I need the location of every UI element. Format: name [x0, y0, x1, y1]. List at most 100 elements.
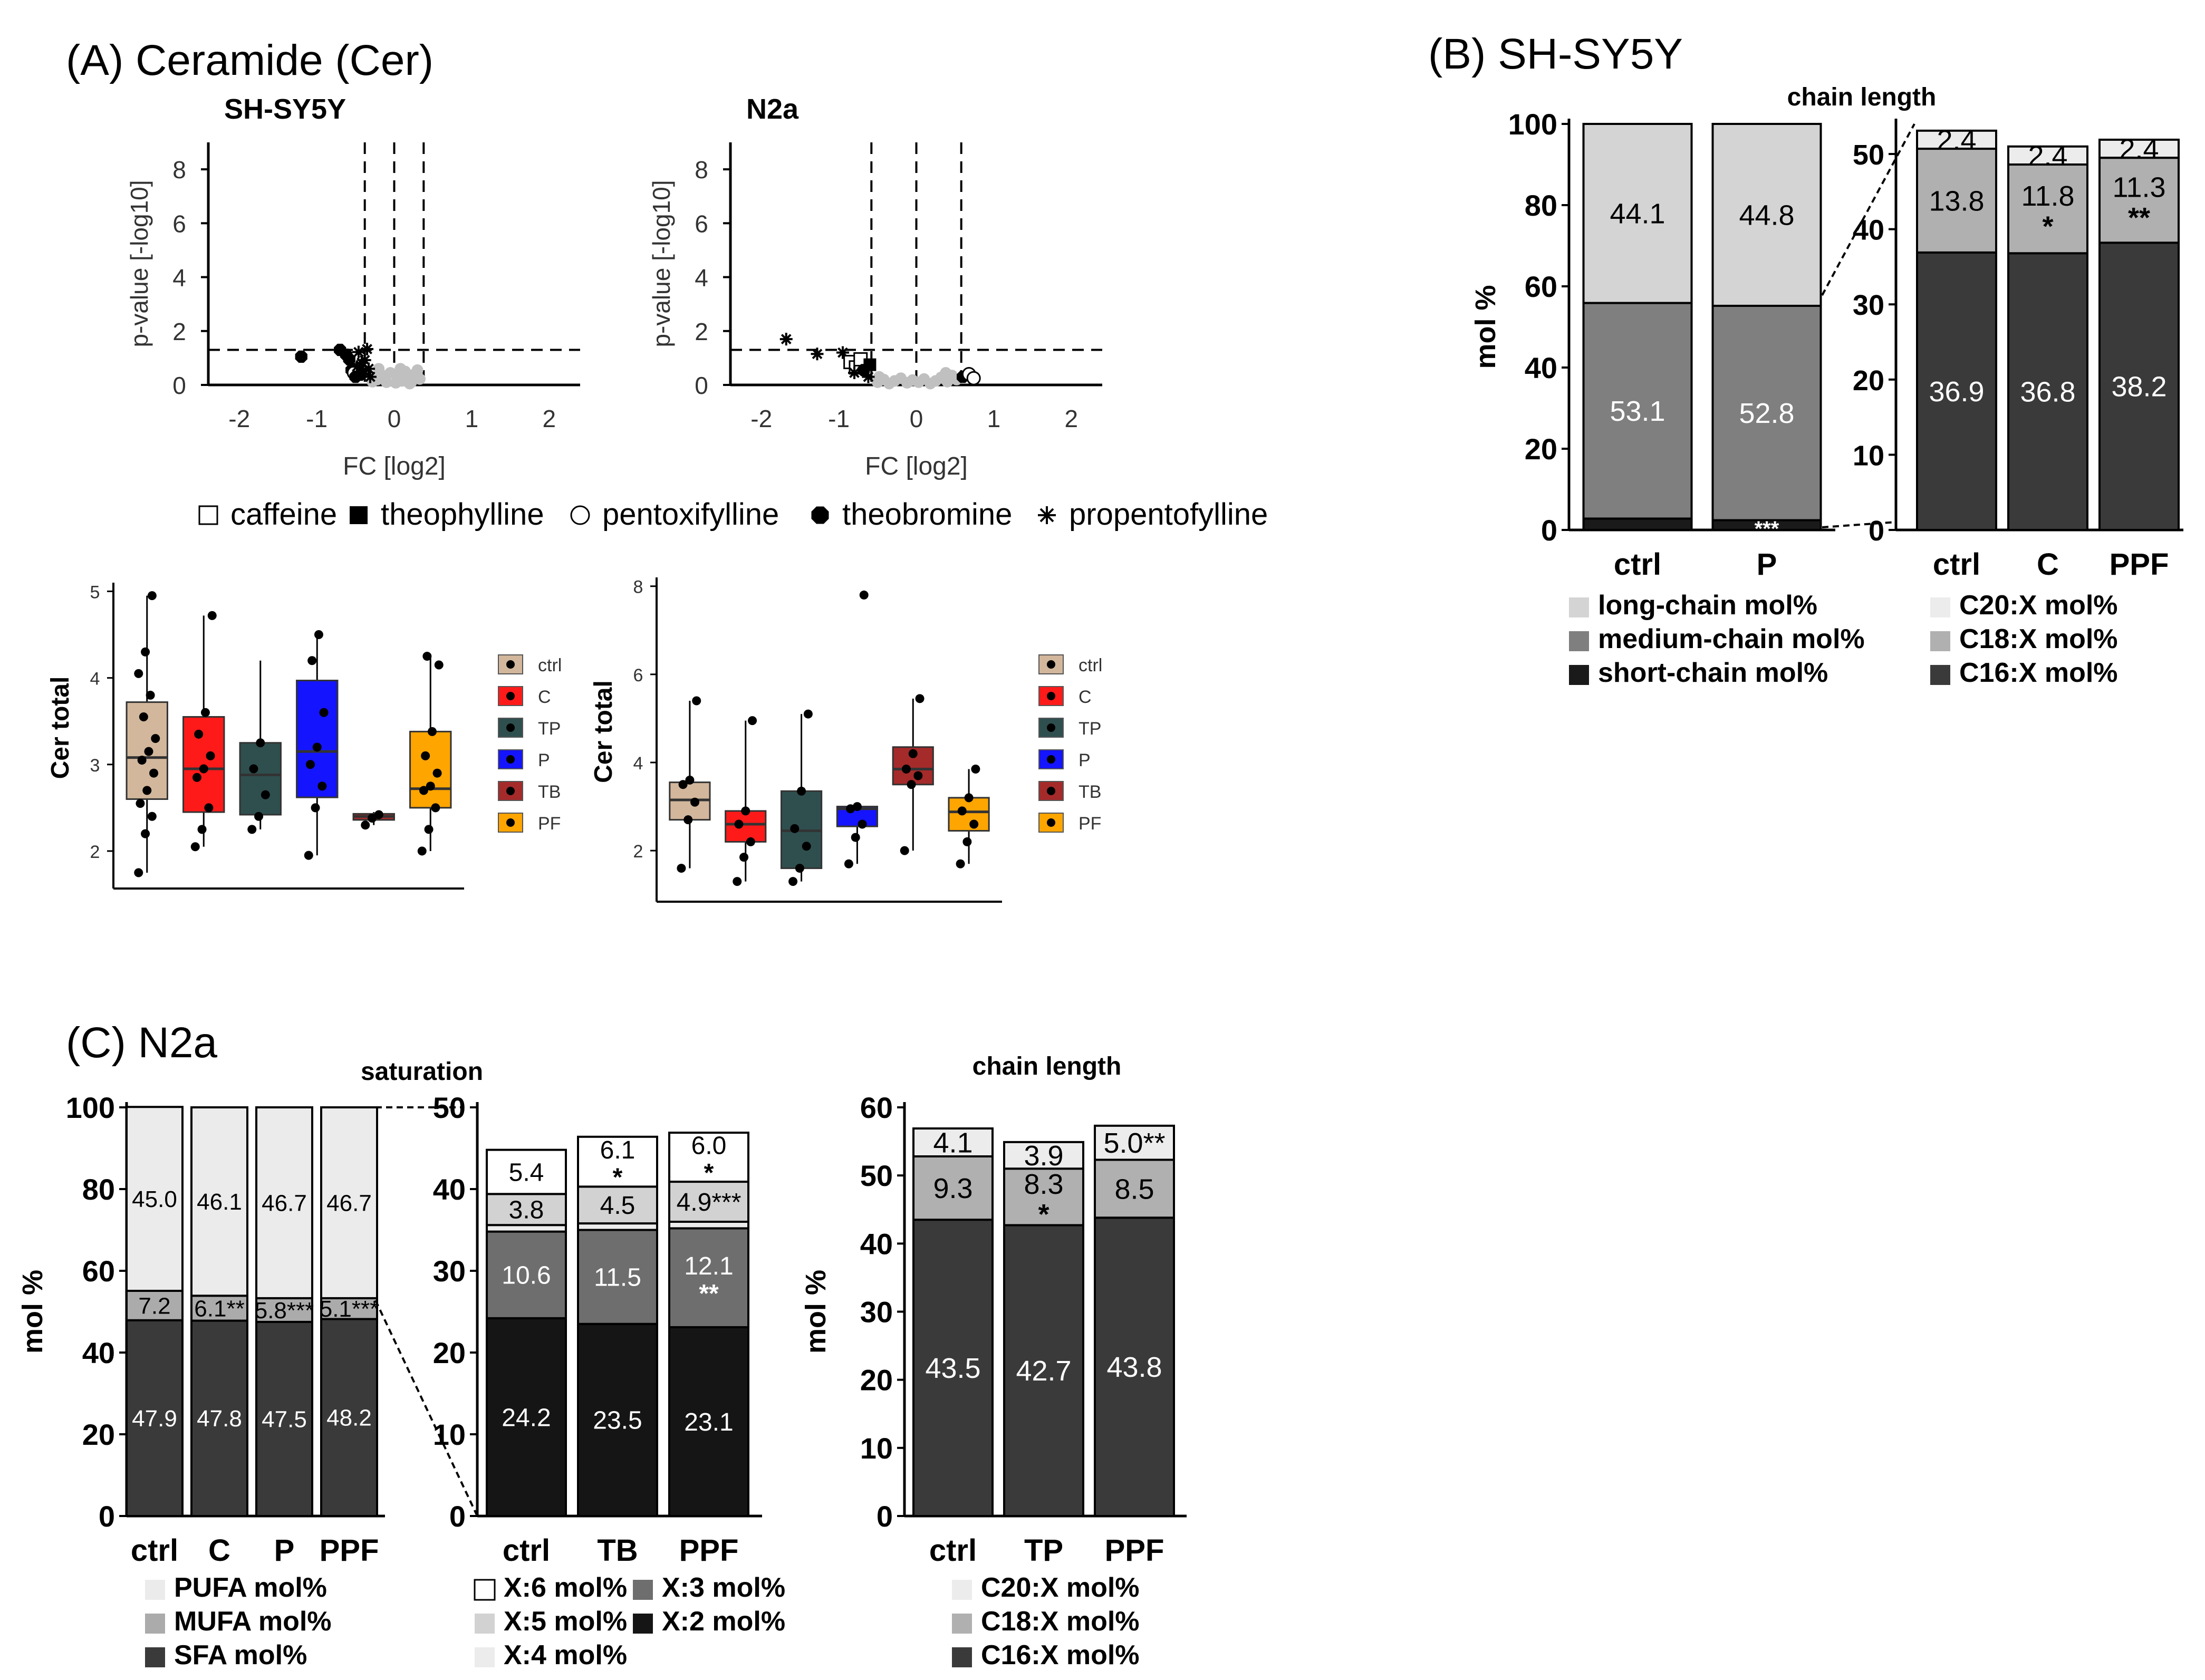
legend-label: X:5 mol%	[504, 1606, 627, 1637]
lipid-point-propentofylline	[358, 353, 371, 366]
y-axis-label: Cer total	[46, 677, 74, 779]
data-label: 47.5	[262, 1406, 307, 1432]
data-label: 4.5	[600, 1192, 635, 1220]
y-axis-label: p-value [-log10]	[648, 180, 675, 347]
category-label: PPF	[679, 1533, 739, 1568]
data-label: 44.1	[1610, 198, 1665, 230]
legend-label-ctrl: ctrl	[538, 655, 562, 675]
box-point	[900, 846, 909, 855]
bar-segment	[255, 1106, 313, 1299]
data-label: 6.0	[691, 1132, 727, 1160]
data-label: 23.5	[593, 1407, 642, 1435]
significance-mark: **	[699, 1280, 719, 1308]
bar-segment	[320, 1297, 378, 1320]
y-tick-label: 6	[695, 210, 708, 237]
box-point	[859, 590, 869, 600]
box-point	[957, 806, 967, 816]
data-label: 12.1	[684, 1252, 733, 1280]
box-point	[788, 877, 798, 886]
y-tick-label: 5	[90, 582, 100, 602]
significance-mark: *	[613, 1164, 623, 1192]
bar-segment	[1003, 1224, 1084, 1517]
bar-segment	[1916, 148, 1997, 254]
data-label: 8.5	[1114, 1173, 1154, 1205]
data-label: 53.1	[1610, 395, 1665, 427]
box-point	[247, 825, 257, 834]
significance-mark: *	[1038, 1199, 1049, 1230]
legend-label: medium-chain mol%	[1598, 624, 1865, 654]
category-label: PPF	[320, 1533, 379, 1568]
bar-segment	[577, 1185, 658, 1225]
box-point	[956, 859, 965, 868]
x-tick-label: -2	[228, 405, 250, 432]
legend-label-PF: PF	[538, 814, 561, 834]
legend-marker-pentoxifylline	[570, 505, 590, 525]
panel-c-title: (C) N2a	[66, 1019, 217, 1067]
bar-segment	[668, 1326, 749, 1517]
y-tick-label: 100	[66, 1091, 115, 1124]
y-tick-label: 4	[172, 264, 186, 292]
data-label: 48.2	[326, 1405, 372, 1431]
volcano-title: N2a	[746, 93, 799, 125]
box-point	[146, 690, 155, 700]
legend-swatch	[1930, 597, 1950, 617]
box-point	[971, 765, 980, 774]
box-point	[305, 760, 315, 769]
lipid-point-propentofylline	[836, 346, 849, 359]
bar-segment	[2098, 138, 2180, 159]
y-tick-label: 60	[860, 1091, 893, 1124]
lipid-point-propentofylline	[848, 366, 861, 379]
legend-label: C20:X mol%	[1959, 590, 2118, 621]
bar-segment	[577, 1322, 658, 1517]
legend-marker-theobromine	[811, 506, 829, 524]
box-point	[739, 853, 749, 862]
box-point	[319, 708, 329, 717]
bar-segment	[2098, 157, 2180, 244]
y-axis-label: p-value [-log10]	[126, 180, 153, 347]
data-label: 2.4	[2028, 140, 2067, 172]
x-tick-label: 2	[1064, 405, 1078, 432]
legend-label-PF: PF	[1079, 814, 1101, 834]
y-axis-label: mol %	[17, 1270, 49, 1354]
data-label: 5.4	[509, 1158, 544, 1186]
legend-swatch	[952, 1580, 972, 1600]
box-point	[312, 742, 322, 752]
y-tick-label: 40	[1525, 351, 1557, 384]
data-label: 7.2	[138, 1293, 170, 1319]
box-point	[144, 747, 153, 756]
lipid-point-propentofylline	[357, 364, 370, 378]
box-point	[147, 812, 157, 821]
box-point	[304, 851, 313, 860]
bar-segment	[2007, 145, 2088, 166]
box-point	[141, 647, 150, 656]
legend-dot	[1047, 755, 1055, 764]
bar-segment	[2007, 252, 2088, 531]
legend-dot	[506, 818, 515, 827]
y-tick-label: 30	[1853, 289, 1884, 321]
y-tick-label: 100	[1508, 108, 1557, 141]
legend-label-TP: TP	[538, 719, 561, 739]
y-tick-label: 80	[82, 1173, 115, 1206]
y-tick-label: 2	[172, 318, 186, 345]
box-point	[307, 656, 317, 665]
data-label: 38.2	[2111, 371, 2167, 403]
box-point	[417, 846, 427, 856]
legend-label: C18:X mol%	[1959, 624, 2118, 654]
y-axis-label: mol %	[1470, 285, 1501, 369]
y-tick-label: 8	[633, 577, 643, 597]
y-tick-label: 4	[695, 264, 708, 292]
y-tick-label: 40	[860, 1227, 893, 1260]
box-point	[741, 806, 750, 816]
y-axis-label: Cer total	[590, 680, 618, 783]
box-point	[254, 812, 264, 821]
legend-swatch-P	[498, 749, 523, 769]
legend-label-caffeine: caffeine	[230, 497, 337, 532]
box-point	[908, 749, 918, 758]
volcano-title: SH-SY5Y	[224, 93, 346, 125]
box-point	[374, 810, 383, 819]
box-point	[361, 820, 370, 830]
x-tick-label: -1	[828, 405, 850, 432]
legend-swatch	[952, 1647, 972, 1667]
data-label: 46.7	[326, 1190, 372, 1216]
